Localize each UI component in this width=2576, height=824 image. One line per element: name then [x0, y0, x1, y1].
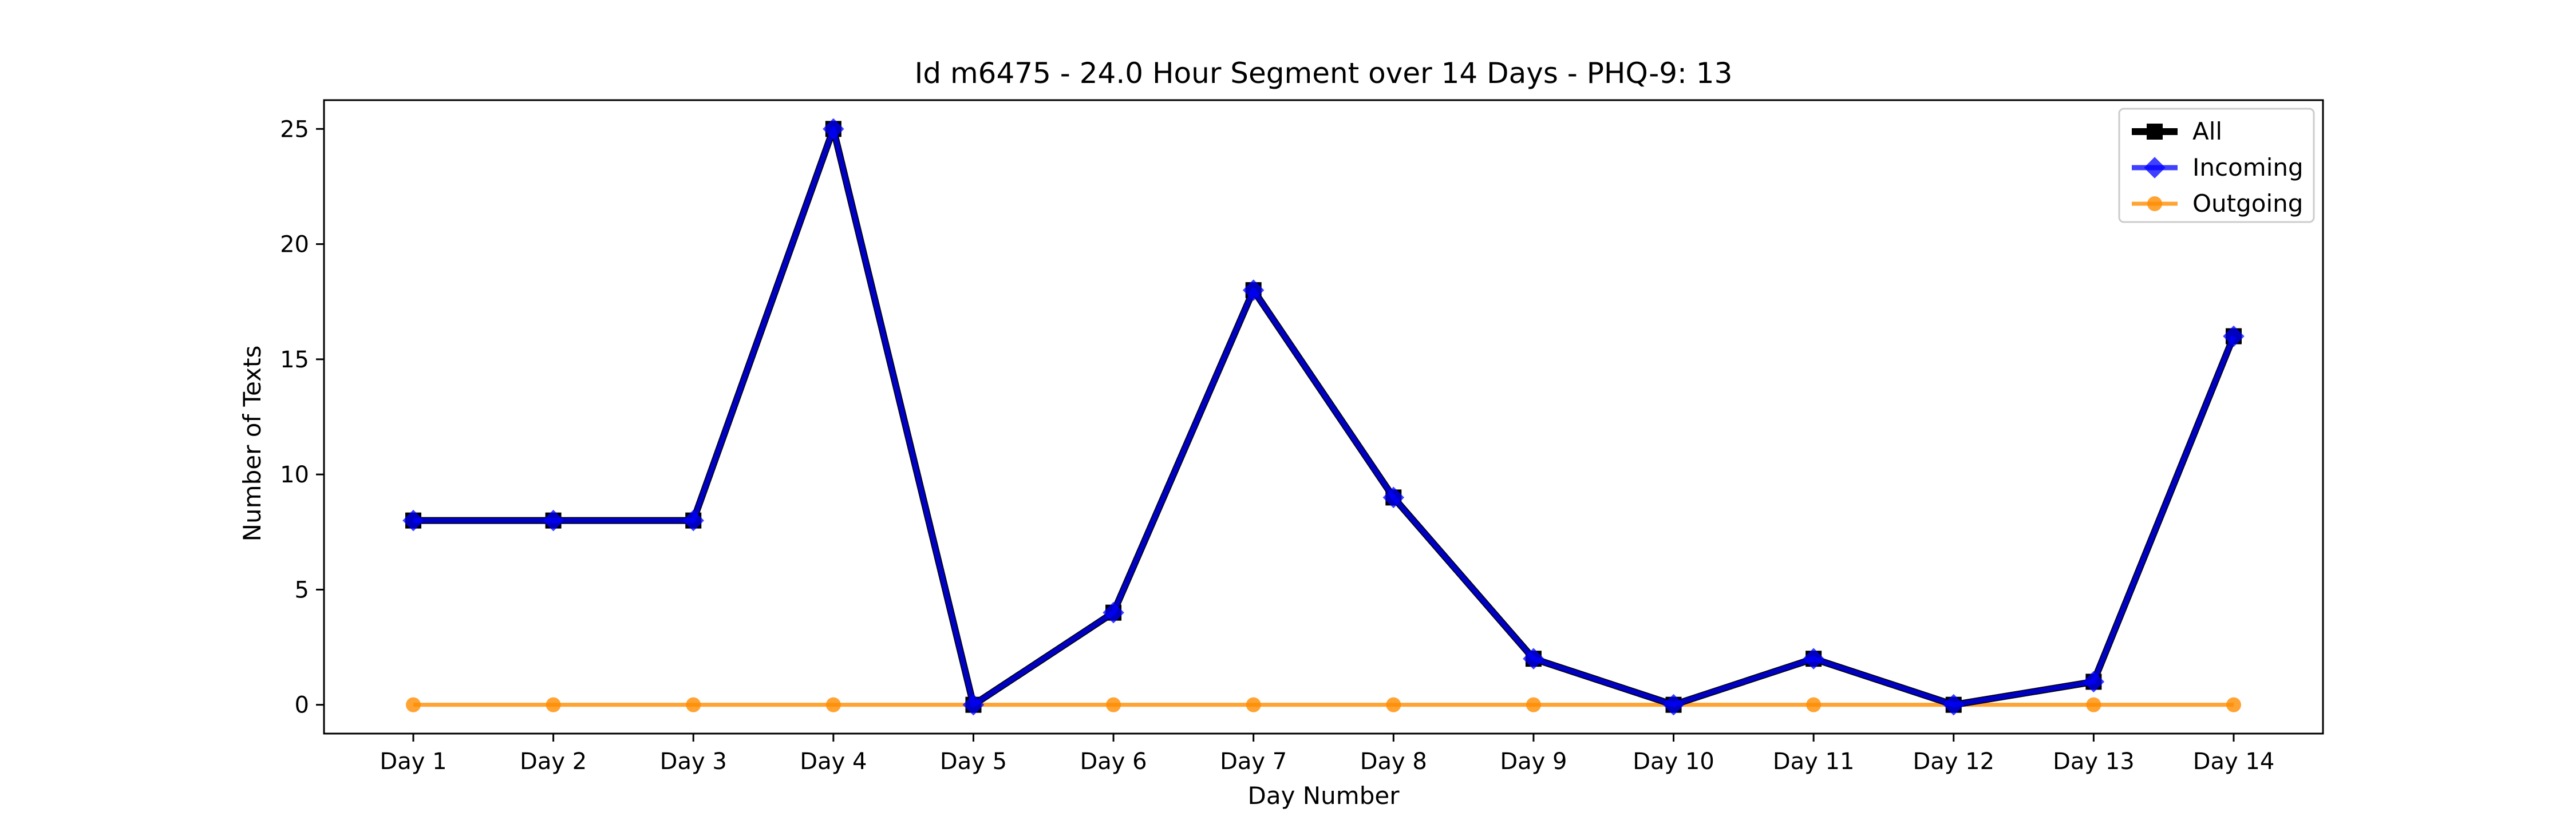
plot-frame: [323, 99, 2324, 735]
series-line-all: [413, 125, 2237, 708]
data-point-incoming: [823, 118, 844, 140]
data-point-incoming: [1242, 279, 1265, 301]
data-point-outgoing: [2086, 697, 2101, 712]
data-point-outgoing: [1526, 697, 1541, 712]
legend-label: All: [2192, 117, 2222, 145]
data-point-outgoing: [1806, 697, 1822, 712]
legend-label: Outgoing: [2192, 189, 2303, 217]
x-tick-label: Day 9: [1500, 748, 1567, 775]
data-point-incoming: [402, 509, 424, 532]
data-point-incoming: [962, 694, 985, 716]
x-tick-label: Day 11: [1773, 748, 1855, 775]
x-axis-label: Day Number: [1247, 782, 1400, 810]
axes: Day 1 Day 2 Day 3 Day 4 Day 5 Day 6 Day 7 Day 8…: [280, 99, 2324, 775]
legend: All Incoming Outgoing: [2118, 108, 2315, 223]
y-tick-label: 20: [280, 232, 309, 258]
y-tick-label: 5: [295, 577, 309, 603]
data-point-outgoing: [1246, 697, 1261, 712]
data-point-outgoing: [1386, 697, 1401, 712]
legend-swatch-marker: [2147, 124, 2163, 140]
data-point-incoming: [2223, 325, 2245, 347]
legend-box: [2118, 108, 2315, 223]
data-point-incoming: [1523, 648, 1544, 670]
y-tick-label: 15: [280, 347, 309, 373]
chart-title: Id m6475 - 24.0 Hour Segment over 14 Day…: [915, 57, 1733, 90]
data-point-incoming: [682, 509, 704, 532]
x-tick-label: Day 8: [1360, 748, 1427, 775]
x-tick-label: Day 14: [2193, 748, 2275, 775]
x-tick-label: Day 1: [380, 748, 447, 775]
legend-label: Incoming: [2192, 153, 2304, 181]
x-tick-label: Day 6: [1080, 748, 1147, 775]
data-point-incoming: [2083, 671, 2105, 693]
x-tick-label: Day 3: [660, 748, 727, 775]
data-point-outgoing: [825, 697, 841, 712]
y-tick-label: 10: [280, 462, 309, 488]
y-tick-label: 25: [280, 116, 309, 142]
x-tick-label: Day 7: [1220, 748, 1287, 775]
data-point-incoming: [1803, 648, 1824, 670]
data-point-incoming: [1943, 694, 1965, 716]
series-line-incoming: [413, 126, 2237, 708]
x-tick-label: Day 5: [940, 748, 1007, 775]
data-point-outgoing: [2226, 697, 2241, 712]
plot-area: [402, 118, 2245, 716]
data-point-outgoing: [686, 697, 701, 712]
legend-swatch-marker: [2147, 196, 2162, 211]
y-tick-label: 0: [295, 692, 309, 719]
x-tick-label: Day 12: [1913, 748, 1994, 775]
x-tick-label: Day 4: [800, 748, 867, 775]
legend-swatch-marker: [2144, 157, 2166, 179]
data-point-outgoing: [406, 697, 421, 712]
x-tick-label: Day 13: [2053, 748, 2135, 775]
data-point-incoming: [1103, 601, 1124, 624]
data-point-incoming: [1662, 694, 1685, 716]
data-point-incoming: [1382, 486, 1405, 509]
x-tick-label: Day 10: [1633, 748, 1714, 775]
x-tick-label: Day 2: [520, 748, 587, 775]
data-point-outgoing: [1106, 697, 1121, 712]
y-axis-label: Number of Texts: [238, 346, 266, 542]
data-point-outgoing: [546, 697, 561, 712]
data-point-incoming: [542, 509, 564, 532]
